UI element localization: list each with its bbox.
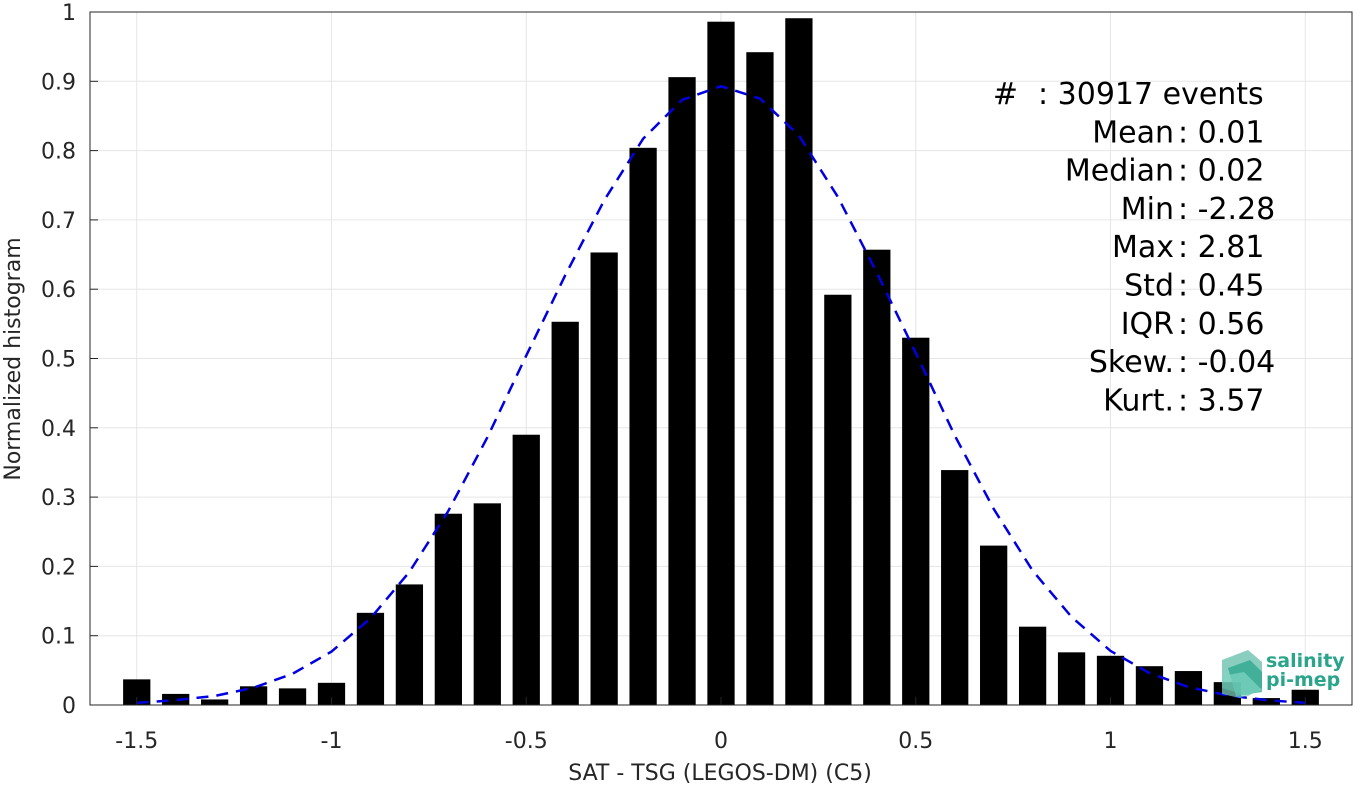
bars [123, 18, 1319, 706]
x-tick-label: 0.5 [898, 729, 933, 754]
stat-label: Kurt. [1103, 383, 1174, 418]
histogram-bar [395, 584, 424, 705]
histogram-bar [707, 21, 735, 705]
y-tick-label: 0.4 [41, 417, 76, 442]
x-tick-label: -0.5 [505, 729, 548, 754]
histogram-bar [162, 693, 190, 705]
y-tick-label: 0.8 [41, 140, 76, 165]
y-axis-label: Normalized histogram [1, 237, 26, 480]
x-axis-label: SAT - TSG (LEGOS-DM) (C5) [568, 761, 872, 785]
stat-value: : -2.28 [1178, 192, 1275, 227]
y-tick-label: 0.1 [41, 625, 76, 650]
x-tick-label: 1 [1104, 729, 1118, 754]
y-tick-label: 0.7 [41, 209, 76, 234]
stat-value: : 30917 events [1038, 77, 1264, 112]
histogram-bar [668, 77, 696, 706]
stat-label: Std [1124, 269, 1174, 304]
x-tick-label: -1.5 [115, 729, 158, 754]
stat-label: # [993, 77, 1018, 112]
x-tick-label: -1 [321, 729, 343, 754]
y-tick-label: 1 [62, 1, 76, 26]
histogram-bar [512, 434, 540, 705]
histogram-bar [1057, 652, 1086, 705]
stat-label: IQR [1121, 307, 1174, 342]
y-tick-label: 0.6 [41, 278, 76, 303]
stat-value: : 0.45 [1178, 269, 1264, 304]
tick-labels: -1.5 -1 -0.5 0 0.5 1 1.5 0 0.1 0.2 0.3 0.4 0.5 0.6 0.7… [41, 1, 1323, 754]
y-tick-label: 0 [62, 694, 76, 719]
stat-value: : -0.04 [1178, 345, 1275, 380]
histogram-bar [1096, 655, 1125, 705]
y-tick-label: 0.3 [41, 486, 76, 511]
y-tick-label: 0.5 [41, 348, 76, 373]
histogram-bar [980, 545, 1008, 705]
y-tick-label: 0.2 [41, 555, 76, 580]
logo-line-1: salinity [1266, 650, 1345, 672]
stat-value: : 0.56 [1178, 307, 1264, 342]
stat-label: Mean [1092, 115, 1174, 150]
histogram-bar [434, 513, 462, 705]
histogram-bar [941, 470, 969, 705]
histogram-bar [863, 249, 891, 705]
histogram-bar [1252, 698, 1280, 705]
stat-label: Skew. [1089, 345, 1174, 380]
histogram-bar [785, 18, 813, 705]
histogram-bar [473, 503, 501, 705]
histogram-bar [1018, 626, 1047, 705]
stat-label: Max [1112, 230, 1174, 265]
logo-mark-icon [1222, 650, 1262, 698]
histogram-bar [356, 612, 385, 705]
histogram-bar [551, 321, 579, 705]
stat-value: : 2.81 [1178, 230, 1264, 265]
stat-label: Median [1065, 154, 1174, 189]
stat-value: : 0.02 [1178, 154, 1264, 189]
stat-value: : 0.01 [1178, 115, 1264, 150]
histogram-bar [590, 252, 618, 705]
ticks [90, 11, 1306, 706]
histogram-bar [902, 337, 930, 705]
histogram-bar [746, 52, 774, 706]
histogram-bar [239, 686, 268, 705]
histogram-bar [278, 688, 307, 705]
stat-value: : 3.57 [1178, 383, 1264, 418]
x-tick-label: 0 [714, 729, 728, 754]
stat-label: Min [1121, 192, 1174, 227]
y-tick-label: 0.9 [41, 70, 76, 95]
histogram-bar [629, 147, 657, 705]
histogram-bar [201, 699, 229, 705]
logo-line-2: pi-mep [1266, 669, 1340, 691]
histogram-bar [824, 294, 852, 705]
fit-curve [136, 84, 1306, 705]
histogram-bar [317, 682, 346, 705]
x-tick-label: 1.5 [1288, 729, 1323, 754]
salinity-pi-mep-logo: salinity pi-mep [1222, 650, 1345, 698]
